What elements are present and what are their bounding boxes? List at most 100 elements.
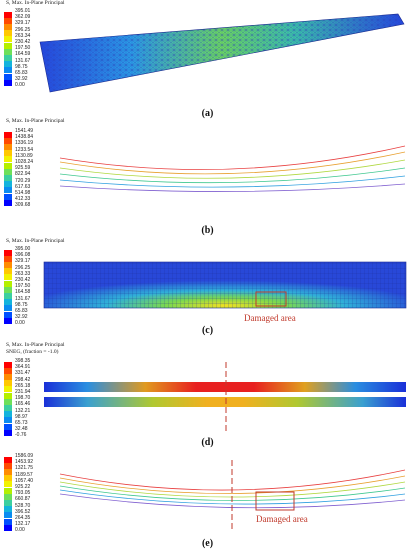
legend-swatch <box>4 481 12 488</box>
legend-tick-label: 1233.54 <box>15 146 34 153</box>
legend-swatch <box>4 30 12 37</box>
legend-tick-label: 0.00 <box>15 527 25 534</box>
panel-d-label: (d) <box>201 437 214 448</box>
legend-swatch <box>4 249 12 256</box>
legend-tick-label: 1057.40 <box>15 477 34 484</box>
legend-tick-label: 396.52 <box>15 508 31 515</box>
legend-swatch <box>4 156 12 163</box>
legend-tick-label: 264.35 <box>15 515 31 521</box>
panel-a: S, Max. In-Plane Principal 395.01 362.09 3… <box>0 0 415 108</box>
legend-swatch <box>4 54 12 62</box>
panel-c-title: S, Max. In-Plane Principal <box>6 238 65 244</box>
legend-swatch <box>4 23 12 31</box>
legend-tick-label: 131.67 <box>15 57 31 64</box>
legend-tick-label: 32.48 <box>15 426 28 433</box>
legend-swatch <box>4 475 12 482</box>
legend-tick-label: 98.75 <box>15 63 28 70</box>
legend-swatch <box>4 380 12 387</box>
legend-swatch <box>4 423 12 430</box>
panel-d-plot <box>44 362 406 432</box>
legend-tick-label: 230.42 <box>15 277 31 283</box>
legend-tick-label: 1453.92 <box>15 459 34 466</box>
legend-tick-label: 362.09 <box>15 14 31 21</box>
legend-swatch <box>4 255 12 262</box>
legend-swatch <box>4 268 12 275</box>
strips-d <box>44 382 406 407</box>
legend-swatch <box>4 456 12 463</box>
legend-swatch <box>4 193 12 200</box>
damaged-area-box-e <box>255 491 295 511</box>
legend-tick-label: 131.67 <box>15 295 31 302</box>
panel-c-plot <box>43 261 407 309</box>
legend-tick-label: 1189.57 <box>15 471 33 478</box>
legend-tick-label: 793.05 <box>15 490 31 497</box>
legend-swatch <box>4 143 12 151</box>
legend-swatch <box>4 386 12 393</box>
legend-tick-label: 720.29 <box>15 177 31 184</box>
legend-tick-label: 822.94 <box>15 171 31 178</box>
legend-swatch <box>4 181 12 188</box>
panel-c: S, Max. In-Plane Principal 395.00 396.08 3… <box>0 238 415 333</box>
panel-a-plot <box>39 13 405 93</box>
legend-tick-label: 263.33 <box>15 270 31 277</box>
legend-swatch <box>4 67 12 74</box>
legend-tick-label: 331.47 <box>15 370 31 377</box>
panel-e-label: (e) <box>201 538 214 549</box>
panel-d-title: S, Max. In-Plane Principal <box>6 342 65 348</box>
legend-tick-label: 396.08 <box>15 252 31 259</box>
damaged-area-box-c <box>255 291 287 307</box>
legend-swatch <box>4 286 12 293</box>
legend-swatch <box>4 11 12 18</box>
legend-tick-label: 925.22 <box>15 484 31 490</box>
legend-tick-label: -0.76 <box>15 432 27 439</box>
legend-tick-label: 296.25 <box>15 26 31 33</box>
legend-tick-label: 265.18 <box>15 382 31 389</box>
legend-swatch <box>4 162 12 169</box>
legend-tick-label: 925.59 <box>15 165 31 172</box>
legend-swatch <box>4 42 12 49</box>
legend-tick-label: 198.70 <box>15 395 31 402</box>
legend-tick-label: 197.50 <box>15 283 31 290</box>
legend-tick-label: 65.83 <box>15 70 28 76</box>
legend-tick-label: 298.42 <box>15 376 31 383</box>
panel-b-title: S, Max. In-Plane Principal <box>6 118 65 124</box>
panel-e-damage-label: Damaged area <box>256 514 308 524</box>
legend-tick-label: 65.73 <box>15 420 28 426</box>
legend-tick-label: 1541.49 <box>15 128 34 134</box>
legend-swatch <box>4 36 12 43</box>
legend-swatch <box>4 79 12 86</box>
legend-swatch <box>4 429 12 436</box>
legend-tick-label: 98.97 <box>15 413 28 420</box>
legend-tick-label: 0.00 <box>15 320 25 327</box>
legend-swatch <box>4 73 12 80</box>
legend-tick-label: 132.17 <box>15 521 31 528</box>
legend-swatch <box>4 137 12 144</box>
legend-swatch <box>4 274 12 281</box>
panel-b: S, Max. In-Plane Principal 1541.49 1438.8… <box>0 118 415 218</box>
legend-tick-label: 1336.19 <box>15 140 34 147</box>
legend-swatch <box>4 506 12 513</box>
legend-tick-label: 1438.84 <box>15 134 34 141</box>
panel-e: 1586.09 1453.92 1321.75 1189.57 1057.40 925.2… <box>0 452 415 542</box>
legend-swatch <box>4 199 12 206</box>
legend-swatch <box>4 361 12 368</box>
legend-tick-label: 412.33 <box>15 196 31 203</box>
legend-tick-label: 32.92 <box>15 314 28 321</box>
legend-swatch <box>4 292 12 300</box>
legend-swatch <box>4 417 12 424</box>
legend-tick-label: 329.17 <box>15 20 31 27</box>
legend-tick-label: 231.94 <box>15 389 31 395</box>
legend-tick-label: 514.98 <box>15 190 31 196</box>
legend-swatch <box>4 493 12 500</box>
legend-tick-label: 165.46 <box>15 401 31 408</box>
panel-b-label: (b) <box>201 225 214 236</box>
tendon-lines-b <box>59 145 406 192</box>
legend-swatch <box>4 524 12 531</box>
legend-swatch <box>4 280 12 287</box>
legend-tick-label: 528.70 <box>15 502 31 509</box>
legend-swatch <box>4 512 12 519</box>
panel-c-damage-label: Damaged area <box>244 313 296 323</box>
panel-d: S, Max. In-Plane Principal SNEG, (fracti… <box>0 342 415 439</box>
legend-tick-label: 1321.75 <box>15 465 34 472</box>
legend-tick-label: 395.01 <box>15 8 31 14</box>
